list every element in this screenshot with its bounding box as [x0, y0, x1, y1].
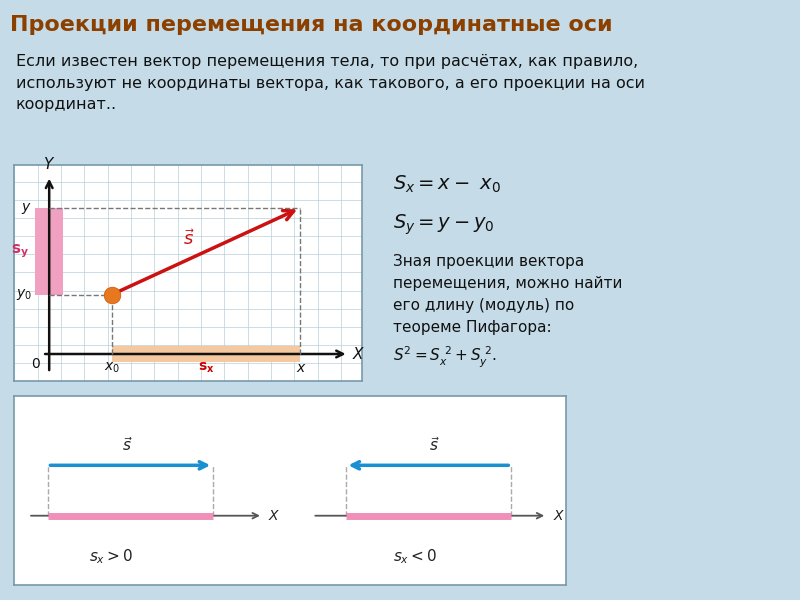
Text: $x_0$: $x_0$	[104, 361, 120, 375]
Text: $x$: $x$	[296, 361, 307, 375]
Text: $s_x < 0$: $s_x < 0$	[393, 547, 437, 566]
Text: $X$: $X$	[268, 509, 281, 523]
Text: Проекции перемещения на координатные оси: Проекции перемещения на координатные оси	[10, 14, 612, 35]
Text: $X$: $X$	[553, 509, 565, 523]
Text: $\vec{s}$: $\vec{s}$	[183, 229, 195, 248]
Text: $y_0$: $y_0$	[16, 287, 32, 302]
Text: $\mathbf{s_x}$: $\mathbf{s_x}$	[198, 361, 214, 375]
Text: Зная проекции вектора
перемещения, можно найти
его длину (модуль) по
теореме Пиф: Зная проекции вектора перемещения, можно…	[393, 254, 622, 370]
Text: $y$: $y$	[21, 200, 32, 215]
Text: $s_x > 0$: $s_x > 0$	[89, 547, 133, 566]
Polygon shape	[112, 346, 300, 362]
Text: $\mathbf{s_y}$: $\mathbf{s_y}$	[11, 242, 29, 260]
Polygon shape	[35, 208, 63, 295]
Text: $S_x = x -\ x_0$: $S_x = x -\ x_0$	[393, 173, 501, 195]
Text: $X$: $X$	[352, 346, 366, 362]
Text: $Y$: $Y$	[43, 156, 55, 172]
Text: 0: 0	[32, 357, 40, 371]
Text: $S_y = y - y_0$: $S_y = y - y_0$	[393, 212, 494, 237]
Text: Если известен вектор перемещения тела, то при расчётах, как правило,
используют : Если известен вектор перемещения тела, т…	[16, 54, 645, 112]
Text: $\vec{s}$: $\vec{s}$	[122, 436, 133, 454]
Text: $\vec{s}$: $\vec{s}$	[429, 436, 439, 454]
